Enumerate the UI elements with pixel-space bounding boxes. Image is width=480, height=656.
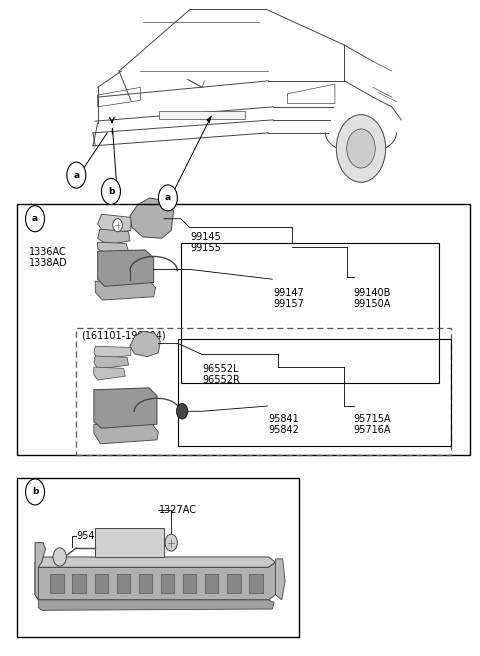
Polygon shape [97, 242, 129, 254]
Circle shape [53, 548, 66, 566]
Text: 99145
99155: 99145 99155 [190, 232, 221, 253]
Polygon shape [96, 281, 156, 300]
Polygon shape [130, 331, 160, 357]
Bar [117, 574, 130, 594]
Circle shape [25, 206, 45, 232]
Bar [180, 243, 439, 383]
Bar [250, 574, 263, 594]
Polygon shape [94, 367, 125, 380]
Circle shape [67, 162, 86, 188]
Circle shape [25, 479, 45, 505]
Text: 95420F: 95420F [76, 531, 113, 541]
Bar [50, 574, 63, 594]
Polygon shape [35, 557, 276, 567]
Polygon shape [97, 229, 130, 245]
Polygon shape [38, 600, 274, 610]
Text: 95715A
95716A: 95715A 95716A [354, 414, 392, 436]
Bar [72, 574, 85, 594]
Text: a: a [165, 194, 171, 203]
Circle shape [113, 218, 122, 232]
Text: 1336AC
1338AD: 1336AC 1338AD [29, 247, 68, 268]
Bar [76, 328, 451, 455]
Circle shape [347, 129, 375, 168]
Circle shape [101, 178, 120, 205]
Polygon shape [35, 543, 46, 600]
Text: 95841
95842: 95841 95842 [268, 414, 300, 436]
Polygon shape [207, 116, 212, 123]
Text: a: a [32, 215, 38, 223]
Polygon shape [97, 250, 154, 287]
Bar [228, 574, 240, 594]
Bar [95, 574, 108, 594]
Polygon shape [94, 346, 131, 359]
Bar [96, 527, 164, 557]
Text: 96552L
96552R: 96552L 96552R [202, 364, 240, 385]
Circle shape [177, 403, 188, 419]
Circle shape [336, 115, 385, 182]
Text: a: a [73, 171, 79, 180]
Polygon shape [35, 562, 276, 600]
Text: b: b [108, 187, 114, 196]
Bar [183, 574, 196, 594]
Polygon shape [94, 356, 129, 369]
Text: 99147
99157: 99147 99157 [273, 288, 304, 309]
Polygon shape [94, 388, 157, 428]
Circle shape [165, 534, 178, 551]
Polygon shape [97, 214, 131, 234]
Circle shape [158, 185, 178, 211]
Bar [161, 574, 174, 594]
Polygon shape [130, 198, 174, 238]
Bar [17, 478, 300, 637]
Bar [17, 205, 470, 455]
Bar [139, 574, 152, 594]
Text: 99140B
99150A: 99140B 99150A [354, 288, 391, 309]
Polygon shape [94, 424, 158, 443]
Text: (161101-190304): (161101-190304) [81, 331, 166, 341]
Bar [179, 339, 451, 446]
Text: 1327AC: 1327AC [159, 505, 197, 515]
Text: b: b [32, 487, 38, 497]
Polygon shape [276, 559, 285, 600]
Bar [205, 574, 218, 594]
Bar [159, 111, 245, 119]
